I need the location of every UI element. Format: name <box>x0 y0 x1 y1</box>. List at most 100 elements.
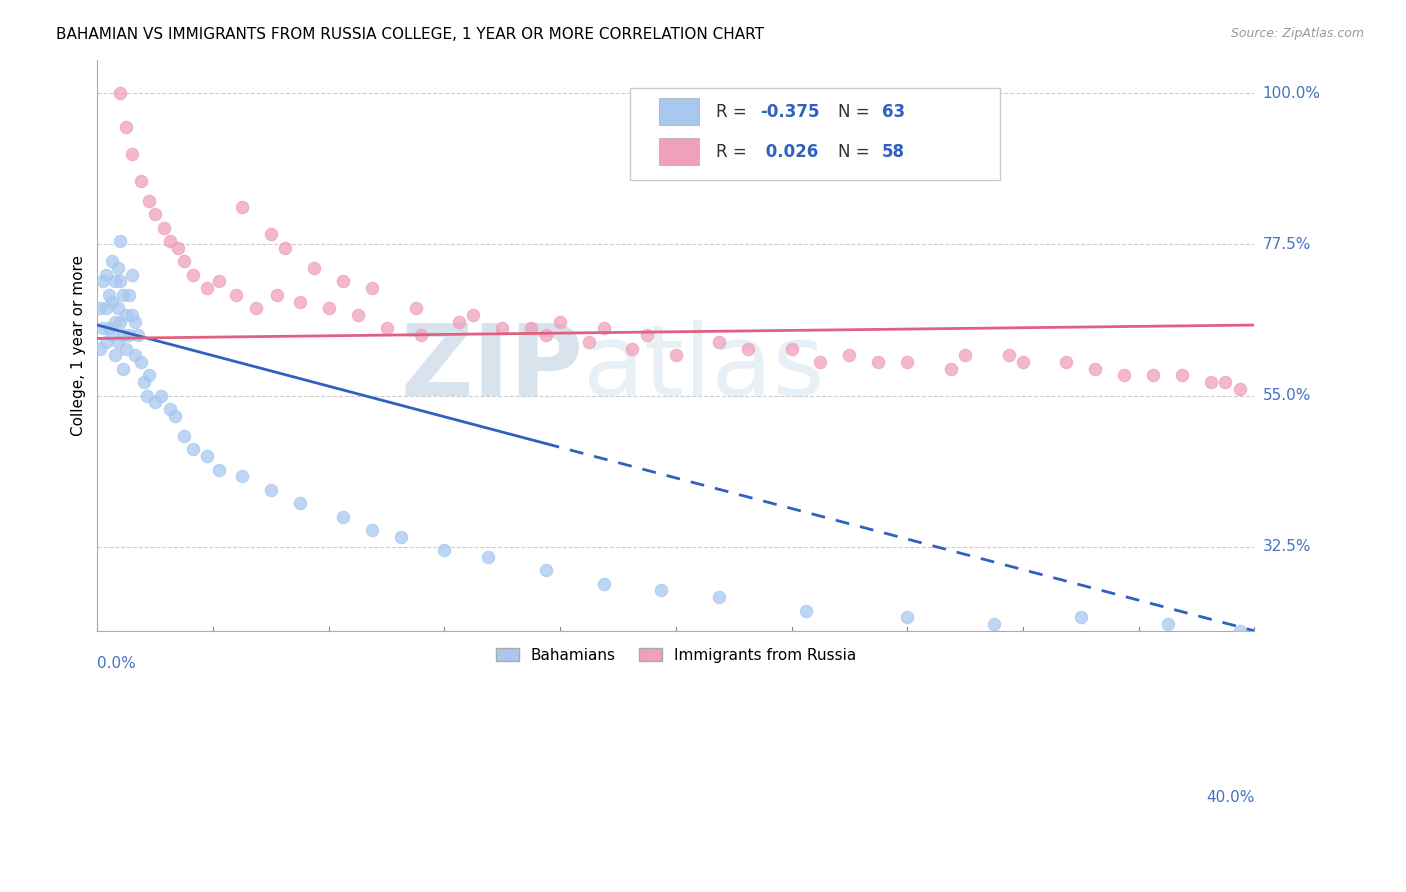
Point <box>208 274 231 288</box>
Point <box>101 328 124 343</box>
Point <box>110 315 132 329</box>
Text: -0.375: -0.375 <box>761 103 820 120</box>
Point <box>129 355 152 369</box>
Point <box>389 530 412 544</box>
Point <box>534 563 557 577</box>
Point <box>346 308 368 322</box>
Point <box>737 342 759 356</box>
Point <box>101 294 124 309</box>
Point <box>112 361 135 376</box>
Point <box>181 442 204 457</box>
Point <box>129 173 152 187</box>
Point <box>1156 617 1178 632</box>
Point <box>132 375 155 389</box>
Text: R =: R = <box>716 143 752 161</box>
Point <box>121 308 143 322</box>
Point <box>447 315 470 329</box>
Text: 0.0%: 0.0% <box>97 656 136 671</box>
Point <box>1142 368 1164 383</box>
Point <box>1215 375 1237 389</box>
Point <box>896 355 918 369</box>
Point <box>709 334 731 349</box>
Point <box>868 355 890 369</box>
Text: N =: N = <box>838 143 875 161</box>
Text: N =: N = <box>838 103 875 120</box>
FancyBboxPatch shape <box>658 98 699 125</box>
Point <box>477 549 499 564</box>
Point <box>260 483 283 497</box>
Point <box>118 287 141 301</box>
Text: Source: ZipAtlas.com: Source: ZipAtlas.com <box>1230 27 1364 40</box>
Point <box>1229 624 1251 638</box>
Point <box>159 234 181 248</box>
Point <box>953 348 976 362</box>
Point <box>94 301 117 316</box>
Point <box>405 301 427 316</box>
Point <box>433 543 456 558</box>
Point <box>361 523 384 537</box>
Point <box>332 509 354 524</box>
Point <box>939 361 962 376</box>
Point <box>463 308 485 322</box>
Point <box>231 201 253 215</box>
FancyBboxPatch shape <box>630 88 1000 179</box>
Point <box>89 342 111 356</box>
Point <box>101 254 124 268</box>
Point <box>110 86 132 100</box>
Point <box>115 120 138 134</box>
Text: 58: 58 <box>882 143 905 161</box>
Text: 40.0%: 40.0% <box>1206 790 1254 805</box>
Point <box>143 207 166 221</box>
Point <box>411 328 433 343</box>
Point <box>621 342 644 356</box>
Point <box>167 241 190 255</box>
Text: 0.026: 0.026 <box>761 143 818 161</box>
Point <box>838 348 860 362</box>
Point <box>548 315 571 329</box>
Point <box>107 334 129 349</box>
Point <box>115 342 138 356</box>
Text: R =: R = <box>716 103 752 120</box>
Point <box>104 348 127 362</box>
Text: 63: 63 <box>882 103 905 120</box>
Point <box>578 334 600 349</box>
Point <box>231 469 253 483</box>
Point <box>266 287 288 301</box>
Point <box>110 234 132 248</box>
Point <box>91 321 114 335</box>
Point <box>181 268 204 282</box>
Point <box>135 388 157 402</box>
Point <box>1171 368 1194 383</box>
Point <box>288 496 311 510</box>
Point <box>650 583 672 598</box>
Point <box>89 301 111 316</box>
Point <box>1012 355 1035 369</box>
Point <box>94 268 117 282</box>
Point <box>97 321 120 335</box>
Point <box>332 274 354 288</box>
Point <box>97 287 120 301</box>
Point <box>534 328 557 343</box>
Point <box>375 321 398 335</box>
Point <box>124 315 146 329</box>
Text: 77.5%: 77.5% <box>1263 237 1310 252</box>
Point <box>127 328 149 343</box>
Point <box>110 274 132 288</box>
Text: atlas: atlas <box>583 319 825 417</box>
Point <box>107 260 129 275</box>
Point <box>173 254 195 268</box>
Point <box>245 301 267 316</box>
Point <box>997 348 1019 362</box>
FancyBboxPatch shape <box>658 138 699 165</box>
Point <box>794 604 817 618</box>
Text: 55.0%: 55.0% <box>1263 388 1310 403</box>
Point <box>636 328 658 343</box>
Point <box>115 308 138 322</box>
Point <box>260 227 283 242</box>
Point <box>896 610 918 624</box>
Y-axis label: College, 1 year or more: College, 1 year or more <box>72 255 86 435</box>
Point <box>274 241 297 255</box>
Point <box>165 409 187 423</box>
Point <box>810 355 832 369</box>
Point <box>195 281 218 295</box>
